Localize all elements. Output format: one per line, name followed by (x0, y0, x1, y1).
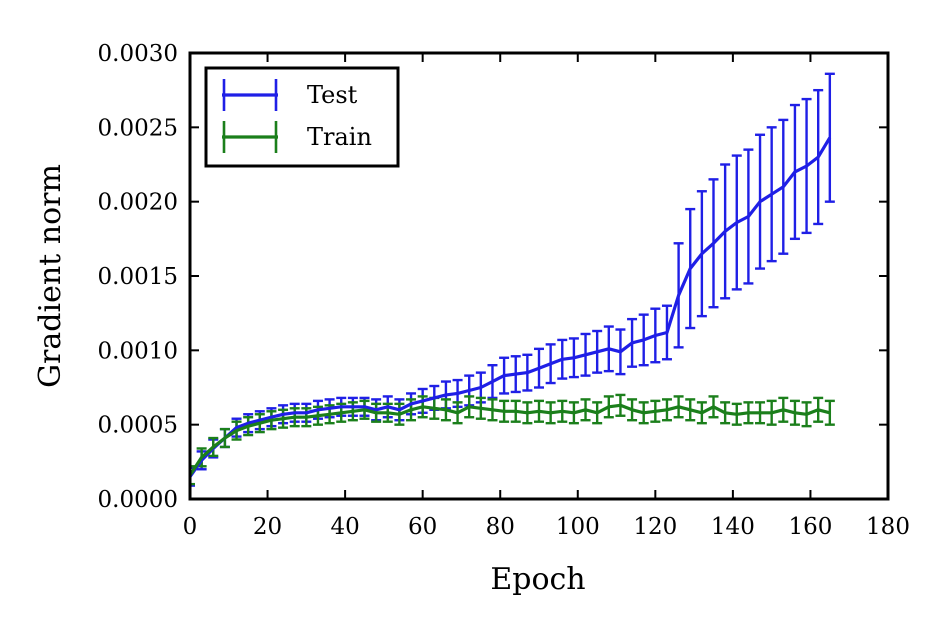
x-tick-label: 120 (633, 514, 677, 540)
y-tick-label: 0.0030 (98, 41, 178, 67)
x-tick-label: 20 (253, 514, 282, 540)
x-tick-label: 80 (486, 514, 515, 540)
axes: 0 20 40 60 80 100 120 140 160 180 0.0000 0.0005 0.00… (98, 41, 910, 540)
error-bar-train (824, 399, 835, 426)
x-tick-label: 40 (330, 514, 359, 540)
legend-entries: Test Train (222, 79, 372, 153)
y-tick-label: 0.0005 (98, 413, 178, 439)
x-tick-label: 140 (711, 514, 755, 540)
y-tick-label: 0.0020 (98, 190, 178, 216)
x-tick-label: 180 (866, 514, 910, 540)
x-tick-label: 160 (788, 514, 832, 540)
x-tick-label: 0 (183, 514, 198, 540)
legend-entry-train: Train (222, 121, 372, 153)
legend-entry-test: Test (222, 79, 358, 111)
series-line-train (190, 403, 831, 477)
y-tick-label: 0.0000 (98, 487, 178, 513)
legend-label-train: Train (307, 123, 372, 151)
x-tick-label: 100 (556, 514, 600, 540)
plot-area (190, 72, 835, 487)
legend-label-test: Test (307, 81, 358, 109)
y-tick-label: 0.0015 (98, 264, 178, 290)
error-bar-train (190, 465, 195, 486)
x-tick-label: 60 (408, 514, 437, 540)
x-axis-label: Epoch (490, 562, 585, 597)
legend: Test Train (204, 66, 400, 168)
y-axis-label: Gradient norm (33, 164, 68, 388)
legend-frame (204, 66, 400, 168)
series-line-test (190, 136, 832, 478)
y-tick-label: 0.0010 (98, 338, 178, 364)
y-tick-label: 0.0025 (98, 115, 178, 141)
